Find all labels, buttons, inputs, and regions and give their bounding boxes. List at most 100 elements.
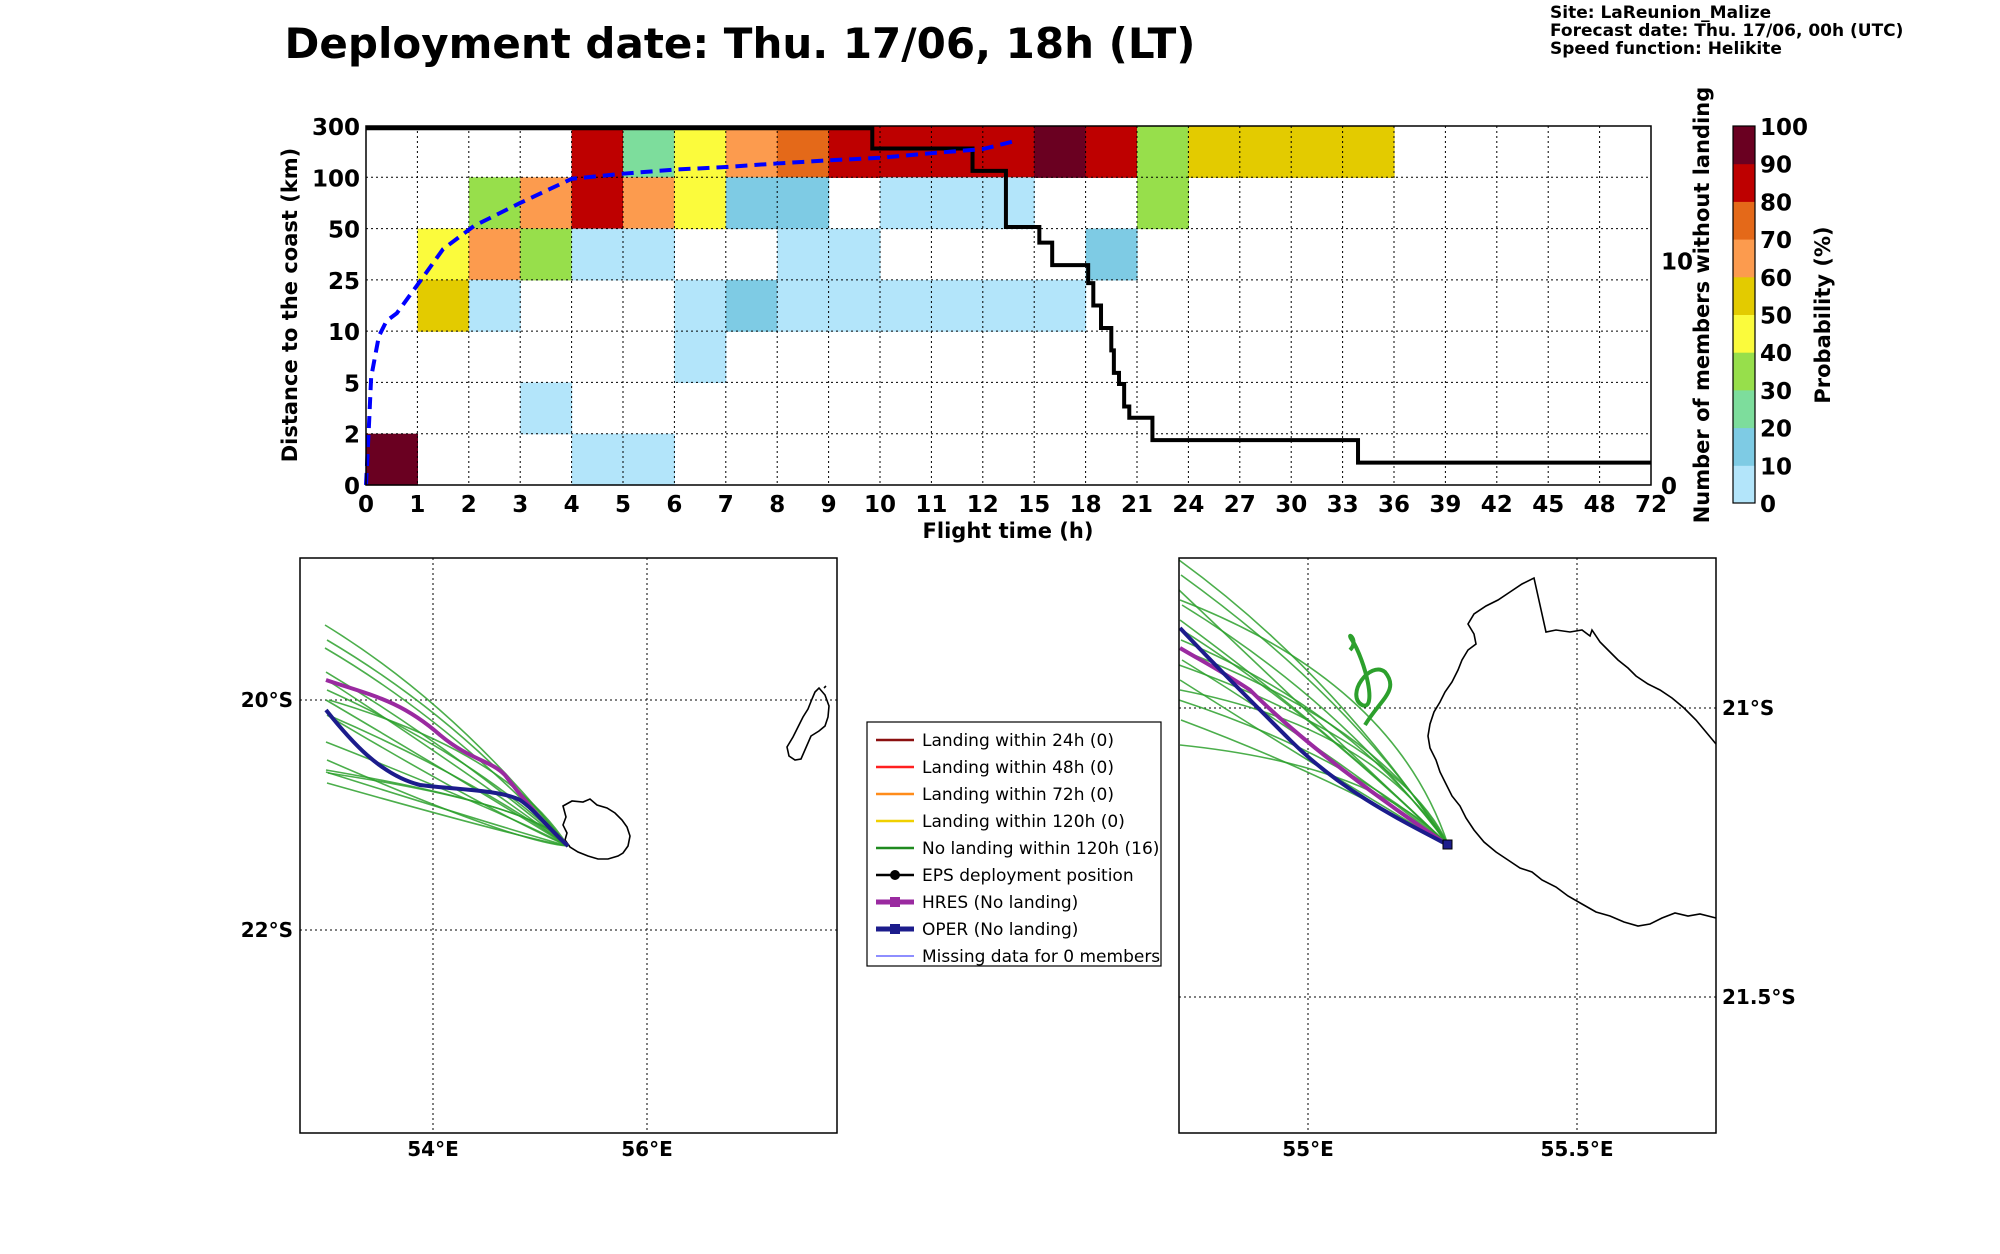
y2-axis-label: Number of members without landing bbox=[1690, 87, 1714, 524]
x-tick-label-20: 36 bbox=[1378, 492, 1410, 518]
y2-tick-labels: 0 10 bbox=[1661, 250, 1693, 500]
x-tick-label-5: 5 bbox=[615, 492, 631, 518]
x-tick-label-4: 4 bbox=[564, 492, 580, 518]
forecast-date-label: Forecast date: Thu. 17/06, 00h (UTC) bbox=[1550, 21, 1903, 41]
map-local-frame bbox=[1178, 557, 1717, 1134]
heatmap-cell-26 bbox=[777, 228, 830, 281]
colorbar-tick-label-7: 70 bbox=[1760, 228, 1792, 254]
member-track-5 bbox=[327, 714, 569, 847]
y-tick-label-6: 100 bbox=[312, 166, 360, 192]
map-local: 21°S 21.5°S 55°E 55.5°E bbox=[1178, 557, 1796, 1161]
y-tick-label-1: 2 bbox=[344, 423, 360, 449]
member-track-1 bbox=[326, 639, 569, 847]
x-tick-label-10: 10 bbox=[864, 492, 896, 518]
member-track-12 bbox=[328, 699, 569, 847]
legend-label-6: HRES (No landing) bbox=[922, 893, 1078, 913]
legend: Landing within 24h (0) Landing within 48h… bbox=[866, 721, 1162, 967]
heatmap-cell-44 bbox=[1137, 126, 1189, 178]
member-track-11 bbox=[326, 679, 569, 847]
heatmap-cell-32 bbox=[880, 177, 932, 230]
y-tick-label-2: 5 bbox=[344, 371, 360, 397]
x-tick-label-3: 3 bbox=[512, 492, 528, 518]
map-regional-gridlines bbox=[300, 558, 837, 1133]
heatmap-cell-18 bbox=[674, 177, 727, 230]
colorbar-label: Probability (%) bbox=[1811, 226, 1835, 403]
y-tick-label-5: 50 bbox=[328, 218, 360, 244]
x-tick-label-19: 33 bbox=[1327, 492, 1359, 518]
lon-label-55e: 55°E bbox=[1282, 1137, 1334, 1161]
heatmap-cell-24 bbox=[777, 126, 830, 178]
heatmap-cell-35 bbox=[931, 177, 984, 230]
x-tick-label-23: 45 bbox=[1532, 492, 1564, 518]
heatmap-cell-9 bbox=[571, 126, 624, 178]
deployment-site-marker bbox=[1442, 839, 1453, 850]
heatmap-cell-41 bbox=[1034, 279, 1087, 332]
heatmap-cell-40 bbox=[1034, 126, 1087, 178]
heatmap-frame bbox=[365, 125, 1652, 486]
heatmap-cell-21 bbox=[725, 126, 778, 178]
heatmap-cell-29 bbox=[828, 228, 881, 281]
heatmap-cell-11 bbox=[571, 228, 624, 281]
heatmap-cell-22 bbox=[725, 177, 778, 230]
x-tick-label-12: 12 bbox=[967, 492, 999, 518]
legend-label-5: EPS deployment position bbox=[922, 866, 1134, 886]
colorbar-tick-label-1: 10 bbox=[1760, 454, 1792, 480]
legend-items: Landing within 24h (0) Landing within 48h… bbox=[876, 731, 1160, 967]
legend-entry-2: Landing within 72h (0) bbox=[876, 785, 1114, 805]
colorbar-cell-7 bbox=[1733, 201, 1755, 240]
y-tick-label-0: 0 bbox=[344, 474, 360, 500]
lat-label-21-5s: 21.5°S bbox=[1722, 985, 1796, 1009]
heatmap-cell-48 bbox=[1291, 126, 1344, 178]
x-tick-label-2: 2 bbox=[461, 492, 477, 518]
legend-label-2: Landing within 72h (0) bbox=[922, 785, 1114, 805]
member-track-14 bbox=[326, 759, 569, 847]
legend-marker-5 bbox=[890, 870, 900, 880]
heatmap-cell-42 bbox=[1085, 126, 1138, 178]
heatmap-cells bbox=[366, 126, 1395, 486]
colorbar-tick-label-8: 80 bbox=[1760, 190, 1792, 216]
colorbar-cell-3 bbox=[1733, 352, 1755, 391]
x-tick-label-18: 30 bbox=[1275, 492, 1307, 518]
legend-label-0: Landing within 24h (0) bbox=[922, 731, 1114, 751]
colorbar-tick-label-10: 100 bbox=[1760, 115, 1808, 141]
x-tick-label-21: 39 bbox=[1429, 492, 1461, 518]
y-tick-label-3: 10 bbox=[328, 320, 360, 346]
legend-label-7: OPER (No landing) bbox=[922, 920, 1078, 940]
y2-tick-label-0: 0 bbox=[1661, 474, 1677, 500]
x-tick-label-9: 9 bbox=[821, 492, 837, 518]
colorbar-cell-6 bbox=[1733, 239, 1755, 278]
heatmap-cell-5 bbox=[468, 279, 521, 332]
member-track-14 bbox=[1179, 689, 1449, 846]
colorbar-tick-label-6: 60 bbox=[1760, 266, 1792, 292]
x-tick-label-14: 18 bbox=[1070, 492, 1102, 518]
heatmap-gridlines bbox=[366, 126, 1651, 485]
heatmap-cell-45 bbox=[1137, 177, 1189, 230]
heatmap-cell-20 bbox=[674, 331, 727, 384]
oper-track bbox=[324, 708, 570, 848]
map-local-gridlines bbox=[1179, 558, 1716, 1133]
heatmap-series bbox=[364, 126, 1651, 486]
x-tick-label-11: 11 bbox=[915, 492, 947, 518]
heatmap-cell-25 bbox=[777, 177, 830, 230]
x-tick-label-0: 0 bbox=[358, 492, 374, 518]
member-track-6 bbox=[325, 771, 569, 847]
x-tick-label-16: 24 bbox=[1172, 492, 1204, 518]
colorbar-tick-label-4: 40 bbox=[1760, 341, 1792, 367]
colorbar-cell-4 bbox=[1733, 314, 1755, 353]
heatmap-cell-15 bbox=[623, 228, 675, 281]
heatmap-cell-14 bbox=[623, 177, 675, 230]
heatmap-cell-31 bbox=[880, 126, 932, 178]
hres-track-detail bbox=[1178, 646, 1450, 847]
heatmap-panel: 0 1 2 3 4 5 6 7 8 9 10 11 12 15 18 21 24 27 30 33 36 39 42 45 48… bbox=[278, 87, 1714, 543]
y-tick-label-7: 300 bbox=[312, 115, 360, 141]
map-local-tracks bbox=[1178, 559, 1450, 847]
legend-entry-0: Landing within 24h (0) bbox=[876, 731, 1114, 751]
oper-track-detail bbox=[1178, 626, 1449, 847]
heatmap-cell-2 bbox=[417, 279, 470, 332]
legend-frame bbox=[866, 721, 1162, 967]
site-label: Site: LaReunion_Malize bbox=[1550, 3, 1771, 23]
legend-label-1: Landing within 48h (0) bbox=[922, 758, 1114, 778]
member-track-12 bbox=[1179, 599, 1449, 846]
mauritius-coastline bbox=[786, 685, 830, 761]
